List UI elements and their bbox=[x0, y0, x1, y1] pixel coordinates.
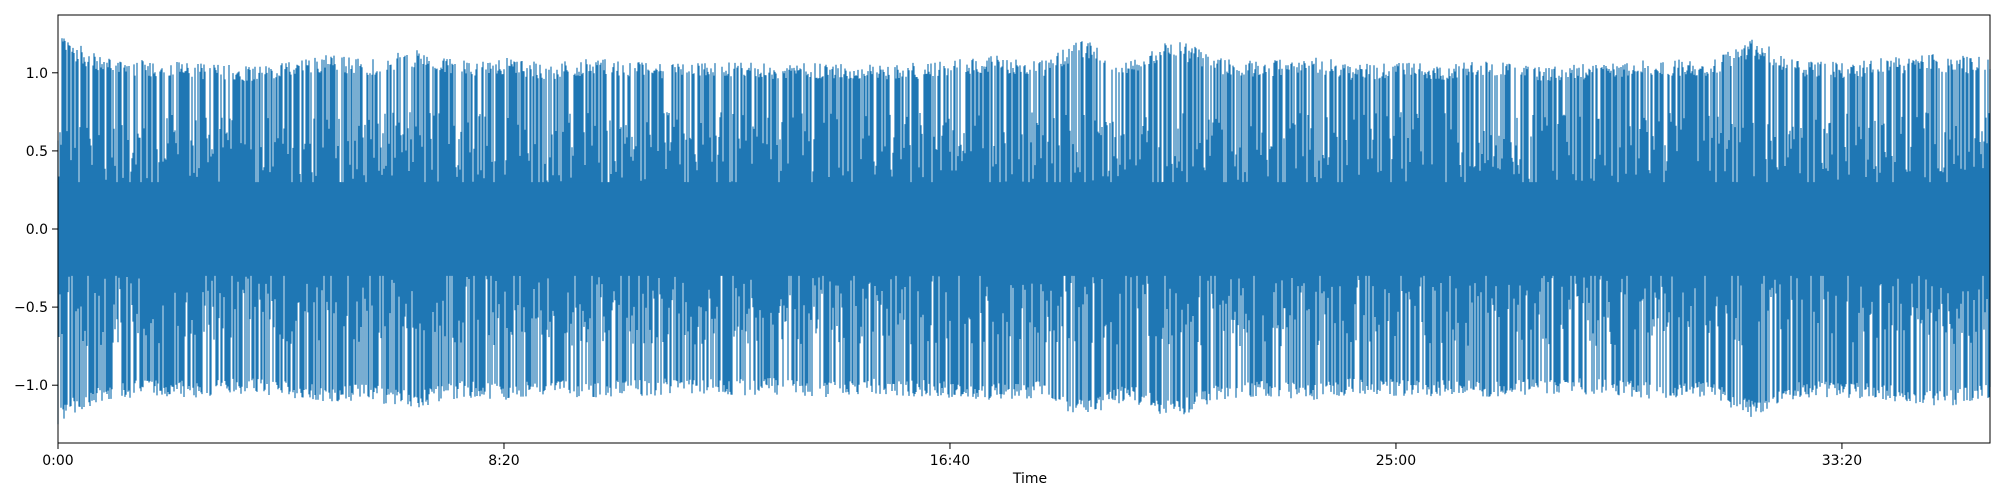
axes: 0:00 8:20 16:40 25:00 33:20 1.0 0.5 0.0 −0.5 −1.0 bbox=[14, 14, 1991, 469]
x-tick-label: 16:40 bbox=[930, 453, 970, 469]
y-tick-label: 0.5 bbox=[26, 144, 48, 160]
x-tick-label: 25:00 bbox=[1376, 453, 1416, 469]
y-tick-label: −0.5 bbox=[14, 300, 48, 316]
y-tick-label: −1.0 bbox=[14, 378, 48, 394]
waveform-core-band bbox=[58, 182, 1990, 276]
y-tick-label: 1.0 bbox=[26, 66, 48, 82]
x-axis-label: Time bbox=[1012, 471, 1047, 487]
y-tick-label: 0.0 bbox=[26, 222, 48, 238]
x-tick-label: 0:00 bbox=[42, 453, 73, 469]
x-tick-label: 33:20 bbox=[1822, 453, 1862, 469]
plot-area bbox=[57, 38, 1991, 425]
x-tick-label: 8:20 bbox=[488, 453, 519, 469]
